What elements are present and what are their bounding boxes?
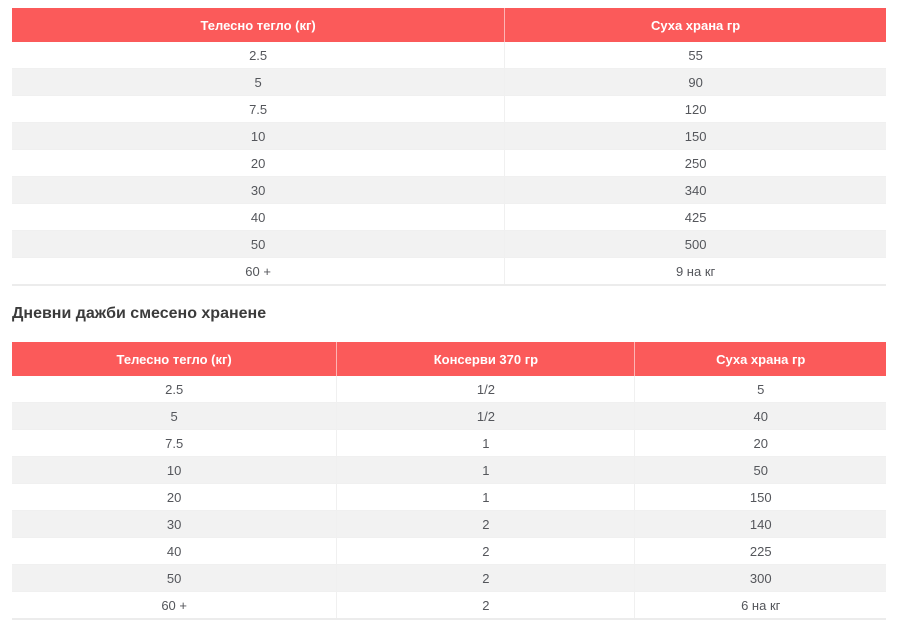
column-header: Телесно тегло (кг) [12,342,338,376]
table-cell: 225 [634,537,886,565]
table-cell: 20 [12,483,338,511]
table-row: 60 +2 6 на кг [12,591,886,620]
table-cell: 500 [504,230,886,258]
table-cell: 1/2 [336,402,636,430]
table-row: 5 90 [12,68,886,96]
table-cell: 40 [12,203,506,231]
table-row: 50 2 300 [12,564,886,592]
table-row: 30 2 140 [12,510,886,538]
table-cell: 5 [634,376,886,403]
table-cell: 2 [336,564,636,592]
table-cell: 90 [504,68,886,96]
table-row: 30 340 [12,176,886,204]
table-row: 40 2 225 [12,537,886,565]
table-cell: 50 [12,564,338,592]
table-cell: 30 [12,510,338,538]
column-header: Суха храна гр [504,8,886,42]
table-cell: 300 [634,564,886,592]
table-cell: 1/2 [336,376,636,403]
table-cell: 150 [634,483,886,511]
table-cell: 2.5 [12,376,338,403]
mixed-feeding-ration-table: Телесно тегло (кг) Консерви 370 гр Суха хр… [12,342,886,620]
table-row: 60 +9 на кг [12,257,886,286]
table-row: 2.5 55 [12,42,886,69]
table-row: 2.5 1/2 5 [12,376,886,403]
table-row: 40 425 [12,203,886,231]
table-cell: 20 [12,149,506,177]
header-row: Телесно тегло (кг) Суха храна гр [12,8,886,42]
column-header: Консерви 370 гр [336,342,636,376]
table-cell: 40 [12,537,338,565]
column-header: Суха храна гр [634,342,886,376]
table-cell: 5 [12,68,506,96]
table-cell: 60 + [12,591,338,620]
table-cell: 50 [634,456,886,484]
table-row: 50 500 [12,230,886,258]
table-cell: 150 [504,122,886,150]
dry-food-ration-table: Телесно тегло (кг) Суха храна гр 2.5 55 5 90 7… [12,8,886,286]
table-cell: 2.5 [12,42,506,69]
mixed-feeding-heading: Дневни дажби смесено хранене [12,305,267,322]
table-cell: 10 [12,122,506,150]
table-row: 5 1/2 40 [12,402,886,430]
table-cell: 340 [504,176,886,204]
column-header: Телесно тегло (кг) [12,8,506,42]
table-cell: 1 [336,456,636,484]
table-cell: 55 [504,42,886,69]
table-cell: 140 [634,510,886,538]
table-cell: 50 [12,230,506,258]
table-cell: 7.5 [12,95,506,123]
table-cell: 7.5 [12,429,338,457]
table-cell: 9 на кг [504,257,886,286]
table-cell: 60 + [12,257,506,286]
table-cell: 120 [504,95,886,123]
table-cell: 2 [336,591,636,620]
table-cell: 2 [336,537,636,565]
table-cell: 10 [12,456,338,484]
header-row: Телесно тегло (кг) Консерви 370 гр Суха хр… [12,342,886,376]
table-cell: 425 [504,203,886,231]
table-cell: 20 [634,429,886,457]
table-cell: 2 [336,510,636,538]
table-cell: 5 [12,402,338,430]
table-cell: 30 [12,176,506,204]
table-cell: 250 [504,149,886,177]
table-cell: 40 [634,402,886,430]
table-row: 20 1 150 [12,483,886,511]
table-cell: 1 [336,429,636,457]
table-cell: 6 на кг [634,591,886,620]
table-cell: 1 [336,483,636,511]
table-row: 20 250 [12,149,886,177]
